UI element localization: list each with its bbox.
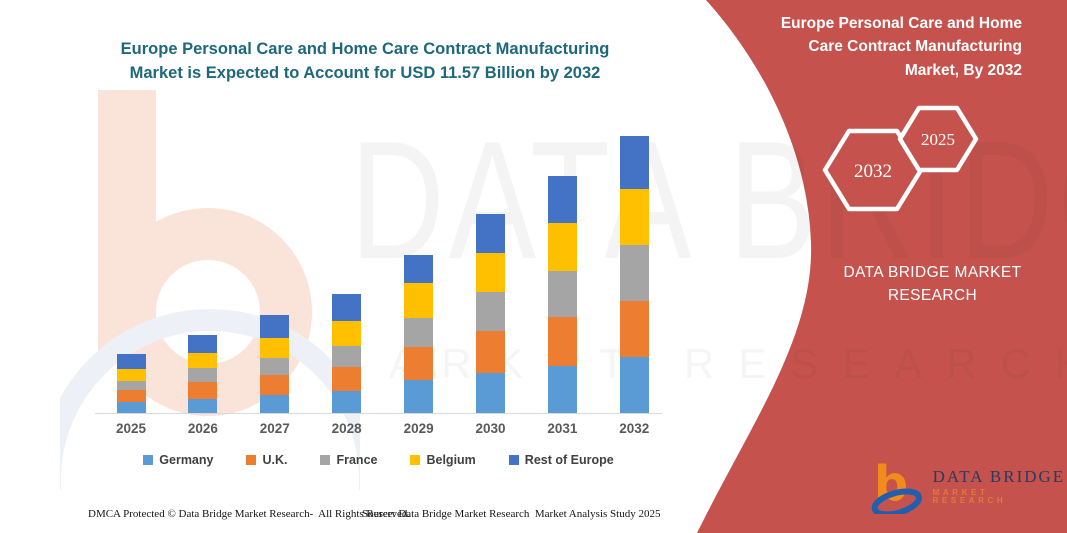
legend-item-germany: Germany bbox=[143, 453, 213, 467]
stacked-bar-2029 bbox=[404, 254, 434, 413]
legend-item-rest-of-europe: Rest of Europe bbox=[508, 453, 614, 467]
x-axis-labels: 2025 2026 2027 2028 2029 2030 2031 2032 bbox=[95, 421, 662, 439]
bar-segment-uk-2029 bbox=[404, 347, 434, 380]
bar-segment-germany-2031 bbox=[547, 365, 577, 413]
legend-label-germany: Germany bbox=[159, 453, 214, 467]
x-axis-label-2028: 2028 bbox=[331, 421, 362, 436]
bar-segment-belgium-2032 bbox=[619, 189, 649, 245]
bar-segment-germany-2032 bbox=[619, 357, 649, 413]
stacked-bar-2030 bbox=[476, 214, 505, 413]
bar-segment-rest-of-europe-2029 bbox=[404, 254, 434, 283]
chart-title-line2: Market is Expected to Account for USD 11… bbox=[129, 63, 601, 82]
bar-segment-belgium-2026 bbox=[188, 353, 218, 369]
panel-heading-line3: Market, By 2032 bbox=[904, 61, 1022, 79]
x-axis-label-2029: 2029 bbox=[403, 421, 434, 436]
chart-title: Europe Personal Care and Home Care Contr… bbox=[60, 38, 670, 86]
hexagon-badges: 2032 2025 bbox=[822, 105, 979, 212]
bar-segment-germany-2026 bbox=[188, 398, 218, 413]
bar-segment-germany-2028 bbox=[332, 390, 362, 413]
stacked-bar-2027 bbox=[260, 314, 290, 413]
legend-swatch-germany bbox=[143, 455, 154, 465]
bar-segment-uk-2031 bbox=[547, 317, 577, 366]
legend-item-uk: U.K. bbox=[246, 453, 287, 467]
bar-segment-france-2032 bbox=[619, 244, 649, 302]
panel-heading-line2: Care Contract Manufacturing bbox=[808, 38, 1022, 56]
bar-segment-france-2027 bbox=[260, 357, 290, 376]
legend-swatch-uk bbox=[246, 455, 257, 465]
hexagon-2025-label: 2025 bbox=[921, 130, 955, 149]
bar-segment-belgium-2030 bbox=[476, 253, 505, 293]
stacked-bar-2025 bbox=[116, 353, 146, 413]
bar-segment-uk-2025 bbox=[116, 390, 146, 402]
x-axis-label-2025: 2025 bbox=[115, 421, 147, 436]
panel-heading: Europe Personal Care and Home Care Contr… bbox=[682, 12, 1022, 82]
bar-segment-germany-2025 bbox=[116, 402, 146, 413]
bar-segment-uk-2027 bbox=[260, 375, 290, 395]
chart-title-line1: Europe Personal Care and Home Care Contr… bbox=[120, 40, 610, 58]
footer-source: Source: Data Bridge Market Research Mark… bbox=[362, 508, 661, 520]
legend-swatch-france bbox=[320, 455, 331, 465]
legend-label-uk: U.K. bbox=[262, 453, 288, 467]
x-axis-label-2030: 2030 bbox=[475, 421, 506, 436]
bar-segment-uk-2032 bbox=[619, 301, 649, 358]
x-axis-label-2031: 2031 bbox=[547, 421, 578, 436]
bar-segment-belgium-2031 bbox=[547, 223, 577, 271]
bar-segment-france-2029 bbox=[404, 317, 434, 348]
bar-segment-france-2031 bbox=[547, 270, 577, 318]
bar-segment-france-2030 bbox=[476, 292, 505, 332]
hexagon-2032-label: 2032 bbox=[854, 161, 892, 182]
legend-label-france: France bbox=[336, 453, 378, 467]
footer-dmca: DMCA Protected © Data Bridge Market Rese… bbox=[88, 508, 411, 520]
bar-segment-germany-2027 bbox=[260, 394, 290, 413]
brand-text-line2: RESEARCH bbox=[887, 287, 978, 305]
x-axis-label-2027: 2027 bbox=[259, 421, 290, 436]
bar-segment-rest-of-europe-2026 bbox=[188, 334, 218, 354]
bar-segment-uk-2028 bbox=[332, 366, 362, 391]
bar-segment-germany-2030 bbox=[476, 373, 505, 413]
legend-item-france: France bbox=[320, 453, 377, 467]
bar-segment-belgium-2029 bbox=[404, 282, 434, 318]
bar-segment-france-2026 bbox=[188, 368, 218, 382]
logo-tagline: MARKET RESEARCH bbox=[932, 487, 1007, 505]
stacked-bar-2028 bbox=[332, 293, 362, 413]
bar-segment-rest-of-europe-2027 bbox=[260, 314, 290, 338]
brand-text: DATA BRIDGE MARKET RESEARCH bbox=[800, 261, 1065, 308]
bar-segment-france-2025 bbox=[116, 381, 146, 391]
legend-swatch-belgium bbox=[410, 455, 421, 465]
legend-label-belgium: Belgium bbox=[426, 453, 476, 467]
logo-wordmark: DATA BRIDGE bbox=[932, 466, 1066, 486]
bar-chart-plot bbox=[95, 120, 662, 414]
bar-segment-rest-of-europe-2028 bbox=[332, 293, 362, 322]
databridge-logo-icon: b bbox=[871, 458, 922, 514]
databridge-logo: b DATA BRIDGE MARKET RESEARCH bbox=[870, 458, 1067, 514]
bar-segment-france-2028 bbox=[332, 346, 362, 367]
bar-segment-belgium-2025 bbox=[116, 368, 146, 382]
stacked-bar-2031 bbox=[547, 175, 577, 413]
bar-segment-rest-of-europe-2032 bbox=[619, 136, 649, 190]
bar-segment-belgium-2028 bbox=[332, 321, 362, 347]
x-axis-label-2032: 2032 bbox=[619, 421, 650, 436]
bar-segment-rest-of-europe-2031 bbox=[547, 175, 577, 224]
legend: Germany U.K. France Belgium Rest of Europe bbox=[95, 453, 662, 467]
brand-text-line1: DATA BRIDGE MARKET bbox=[843, 264, 1022, 281]
x-axis-label-2026: 2026 bbox=[187, 421, 218, 436]
bar-segment-uk-2030 bbox=[476, 331, 505, 374]
bar-segment-rest-of-europe-2025 bbox=[116, 353, 146, 369]
bar-segment-uk-2026 bbox=[188, 381, 218, 399]
hexagon-2025 bbox=[897, 105, 979, 173]
legend-item-belgium: Belgium bbox=[410, 453, 476, 467]
legend-label-rest-of-europe: Rest of Europe bbox=[524, 453, 614, 467]
bar-segment-germany-2029 bbox=[404, 379, 434, 413]
stacked-bar-2026 bbox=[188, 334, 218, 413]
stacked-bar-2032 bbox=[619, 136, 649, 413]
bar-segment-belgium-2027 bbox=[260, 337, 290, 358]
legend-swatch-rest-of-europe bbox=[508, 455, 519, 465]
bar-segment-rest-of-europe-2030 bbox=[476, 214, 505, 254]
panel-heading-line1: Europe Personal Care and Home bbox=[780, 15, 1022, 32]
